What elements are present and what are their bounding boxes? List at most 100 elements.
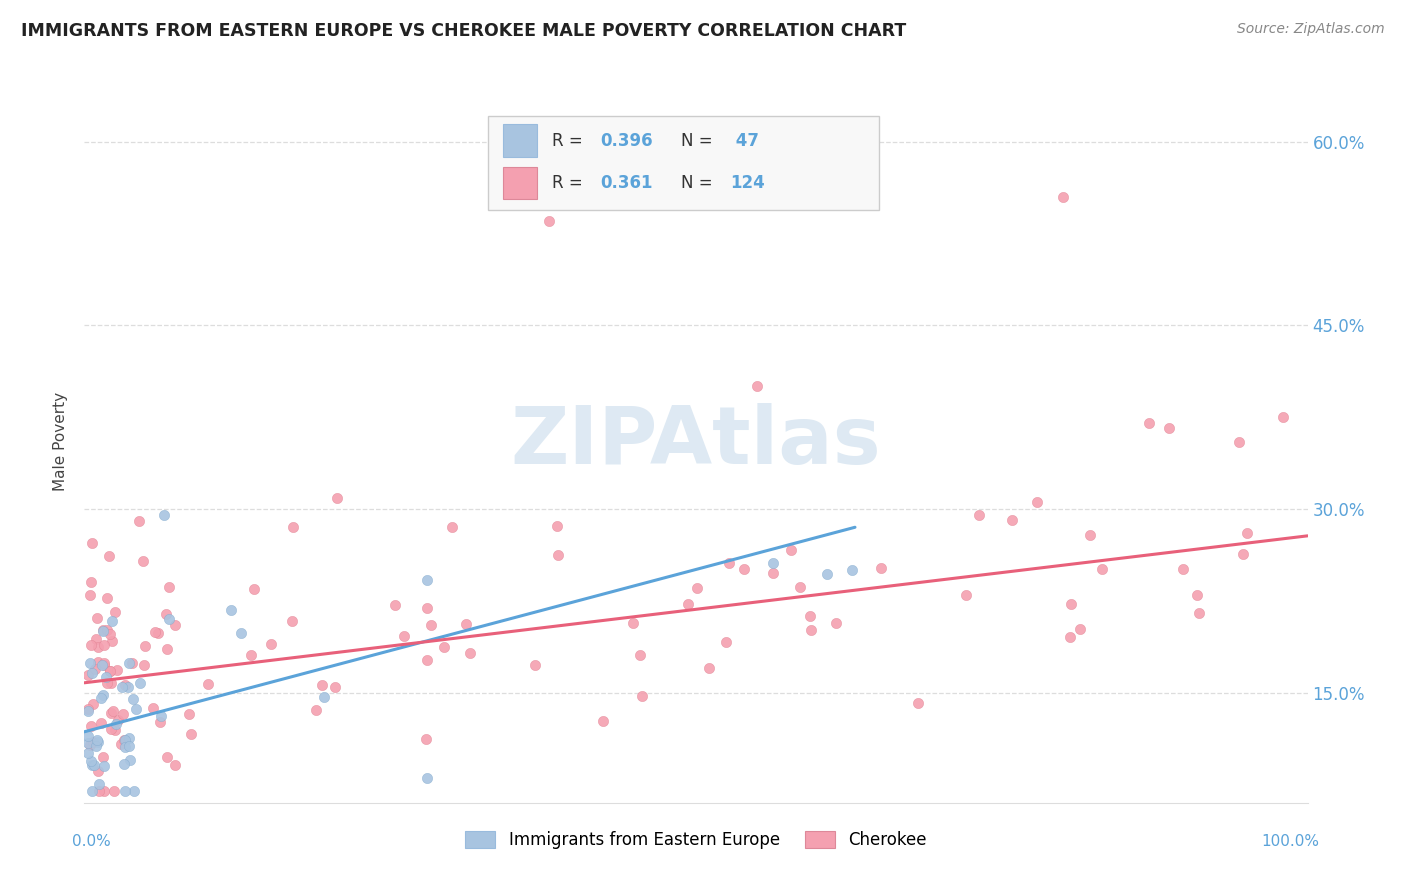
Point	[77, 729, 100, 743]
Text: IMMIGRANTS FROM EASTERN EUROPE VS CHEROKEE MALE POVERTY CORRELATION CHART: IMMIGRANTS FROM EASTERN EUROPE VS CHEROK…	[21, 22, 907, 40]
Text: 100.0%: 100.0%	[1261, 834, 1320, 849]
Point	[93, 657, 115, 671]
Point	[546, 518, 568, 533]
Point	[415, 731, 437, 746]
Point	[101, 634, 124, 648]
Point	[105, 663, 128, 677]
Point	[77, 704, 100, 718]
Point	[456, 617, 478, 632]
Point	[96, 676, 118, 690]
Point	[415, 600, 437, 615]
Point	[117, 680, 139, 694]
Point	[799, 609, 821, 624]
Point	[149, 709, 172, 723]
Point	[86, 732, 108, 747]
Point	[146, 626, 169, 640]
Point	[77, 746, 100, 760]
Point	[157, 581, 180, 595]
Point	[100, 676, 122, 690]
Point	[80, 758, 103, 772]
Point	[780, 543, 803, 558]
Text: Source: ZipAtlas.com: Source: ZipAtlas.com	[1237, 22, 1385, 37]
Point	[1078, 528, 1101, 542]
Point	[114, 678, 136, 692]
Point	[1185, 588, 1208, 602]
Point	[592, 714, 614, 728]
Point	[420, 618, 443, 632]
Point	[77, 668, 100, 682]
Point	[107, 714, 129, 728]
Point	[118, 656, 141, 670]
Point	[98, 549, 121, 564]
Point	[91, 624, 114, 638]
Point	[114, 783, 136, 797]
Point	[628, 648, 651, 663]
Point	[101, 704, 124, 718]
Point	[1069, 622, 1091, 636]
Point	[80, 638, 103, 652]
Text: N =: N =	[682, 174, 718, 192]
Point	[93, 657, 115, 672]
Point	[155, 607, 177, 622]
Point	[1272, 410, 1295, 425]
Point	[96, 591, 118, 605]
Point	[538, 214, 561, 228]
Point	[90, 715, 112, 730]
Point	[239, 648, 262, 662]
Point	[84, 662, 107, 676]
Point	[84, 632, 107, 646]
Point	[87, 764, 110, 779]
Point	[231, 626, 253, 640]
Point	[1059, 631, 1081, 645]
Point	[77, 736, 100, 750]
Point	[100, 706, 122, 721]
Point	[1026, 495, 1049, 509]
Point	[416, 653, 439, 667]
Point	[82, 665, 104, 680]
Point	[80, 574, 103, 589]
Point	[547, 549, 569, 563]
Point	[100, 722, 122, 736]
Legend: Immigrants from Eastern Europe, Cherokee: Immigrants from Eastern Europe, Cherokee	[458, 824, 934, 856]
Point	[260, 637, 283, 651]
FancyBboxPatch shape	[488, 117, 880, 211]
Point	[243, 582, 266, 596]
Point	[82, 734, 104, 748]
Point	[111, 680, 134, 694]
Point	[80, 536, 103, 550]
Point	[83, 758, 105, 772]
Point	[416, 772, 439, 786]
Point	[815, 567, 838, 582]
Point	[142, 701, 165, 715]
Point	[716, 634, 738, 648]
Point	[283, 520, 305, 534]
Point	[305, 703, 328, 717]
Bar	[503, 124, 537, 157]
Point	[323, 681, 346, 695]
Text: 0.396: 0.396	[600, 131, 654, 150]
Point	[747, 379, 769, 393]
Point	[841, 563, 863, 577]
Point	[93, 638, 115, 652]
Point	[80, 755, 103, 769]
Point	[84, 739, 107, 753]
Point	[104, 717, 127, 731]
Text: 47: 47	[730, 131, 759, 150]
Point	[165, 758, 187, 772]
Text: R =: R =	[551, 174, 588, 192]
Text: 0.361: 0.361	[600, 174, 652, 192]
Point	[1060, 597, 1083, 611]
Point	[93, 783, 115, 797]
Point	[165, 617, 187, 632]
Point	[180, 727, 202, 741]
Point	[132, 554, 155, 568]
Point	[110, 737, 132, 751]
Point	[86, 655, 108, 669]
Point	[91, 750, 114, 764]
Point	[1236, 525, 1258, 540]
Point	[1091, 562, 1114, 576]
Point	[432, 640, 454, 654]
Point	[789, 580, 811, 594]
Point	[112, 756, 135, 771]
Point	[98, 665, 121, 679]
